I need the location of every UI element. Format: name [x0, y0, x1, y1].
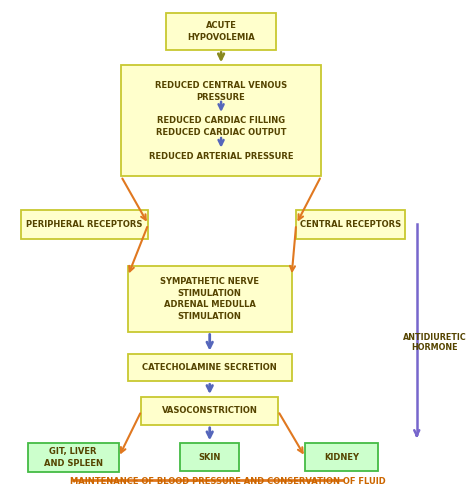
Text: GIT, LIVER
AND SPLEEN: GIT, LIVER AND SPLEEN: [44, 447, 103, 467]
Text: MAINTENANCE OF BLOOD PRESSURE AND CONSERVATION OF FLUID: MAINTENANCE OF BLOOD PRESSURE AND CONSER…: [70, 477, 386, 486]
FancyBboxPatch shape: [128, 267, 292, 332]
FancyBboxPatch shape: [27, 443, 118, 472]
FancyBboxPatch shape: [180, 443, 239, 471]
Text: ANTIDIURETIC
HORMONE: ANTIDIURETIC HORMONE: [403, 333, 467, 352]
Text: CATECHOLAMINE SECRETION: CATECHOLAMINE SECRETION: [142, 363, 277, 372]
FancyBboxPatch shape: [141, 397, 278, 425]
Text: VASOCONSTRICTION: VASOCONSTRICTION: [162, 406, 258, 415]
Text: ACUTE
HYPOVOLEMIA: ACUTE HYPOVOLEMIA: [187, 21, 255, 42]
Text: REDUCED CENTRAL VENOUS
PRESSURE
 
REDUCED CARDIAC FILLING
REDUCED CARDIAC OUTPUT: REDUCED CENTRAL VENOUS PRESSURE REDUCED …: [149, 81, 293, 160]
FancyBboxPatch shape: [296, 210, 405, 239]
Text: CENTRAL RECEPTORS: CENTRAL RECEPTORS: [300, 220, 401, 229]
Text: KIDNEY: KIDNEY: [324, 453, 359, 461]
FancyBboxPatch shape: [121, 65, 321, 176]
Text: PERIPHERAL RECEPTORS: PERIPHERAL RECEPTORS: [27, 220, 143, 229]
Text: SKIN: SKIN: [199, 453, 221, 461]
Text: SYMPATHETIC NERVE
STIMULATION
ADRENAL MEDULLA
STIMULATION: SYMPATHETIC NERVE STIMULATION ADRENAL ME…: [160, 277, 259, 321]
FancyBboxPatch shape: [305, 443, 378, 471]
FancyBboxPatch shape: [166, 13, 276, 50]
FancyBboxPatch shape: [128, 354, 292, 381]
FancyBboxPatch shape: [21, 210, 148, 239]
